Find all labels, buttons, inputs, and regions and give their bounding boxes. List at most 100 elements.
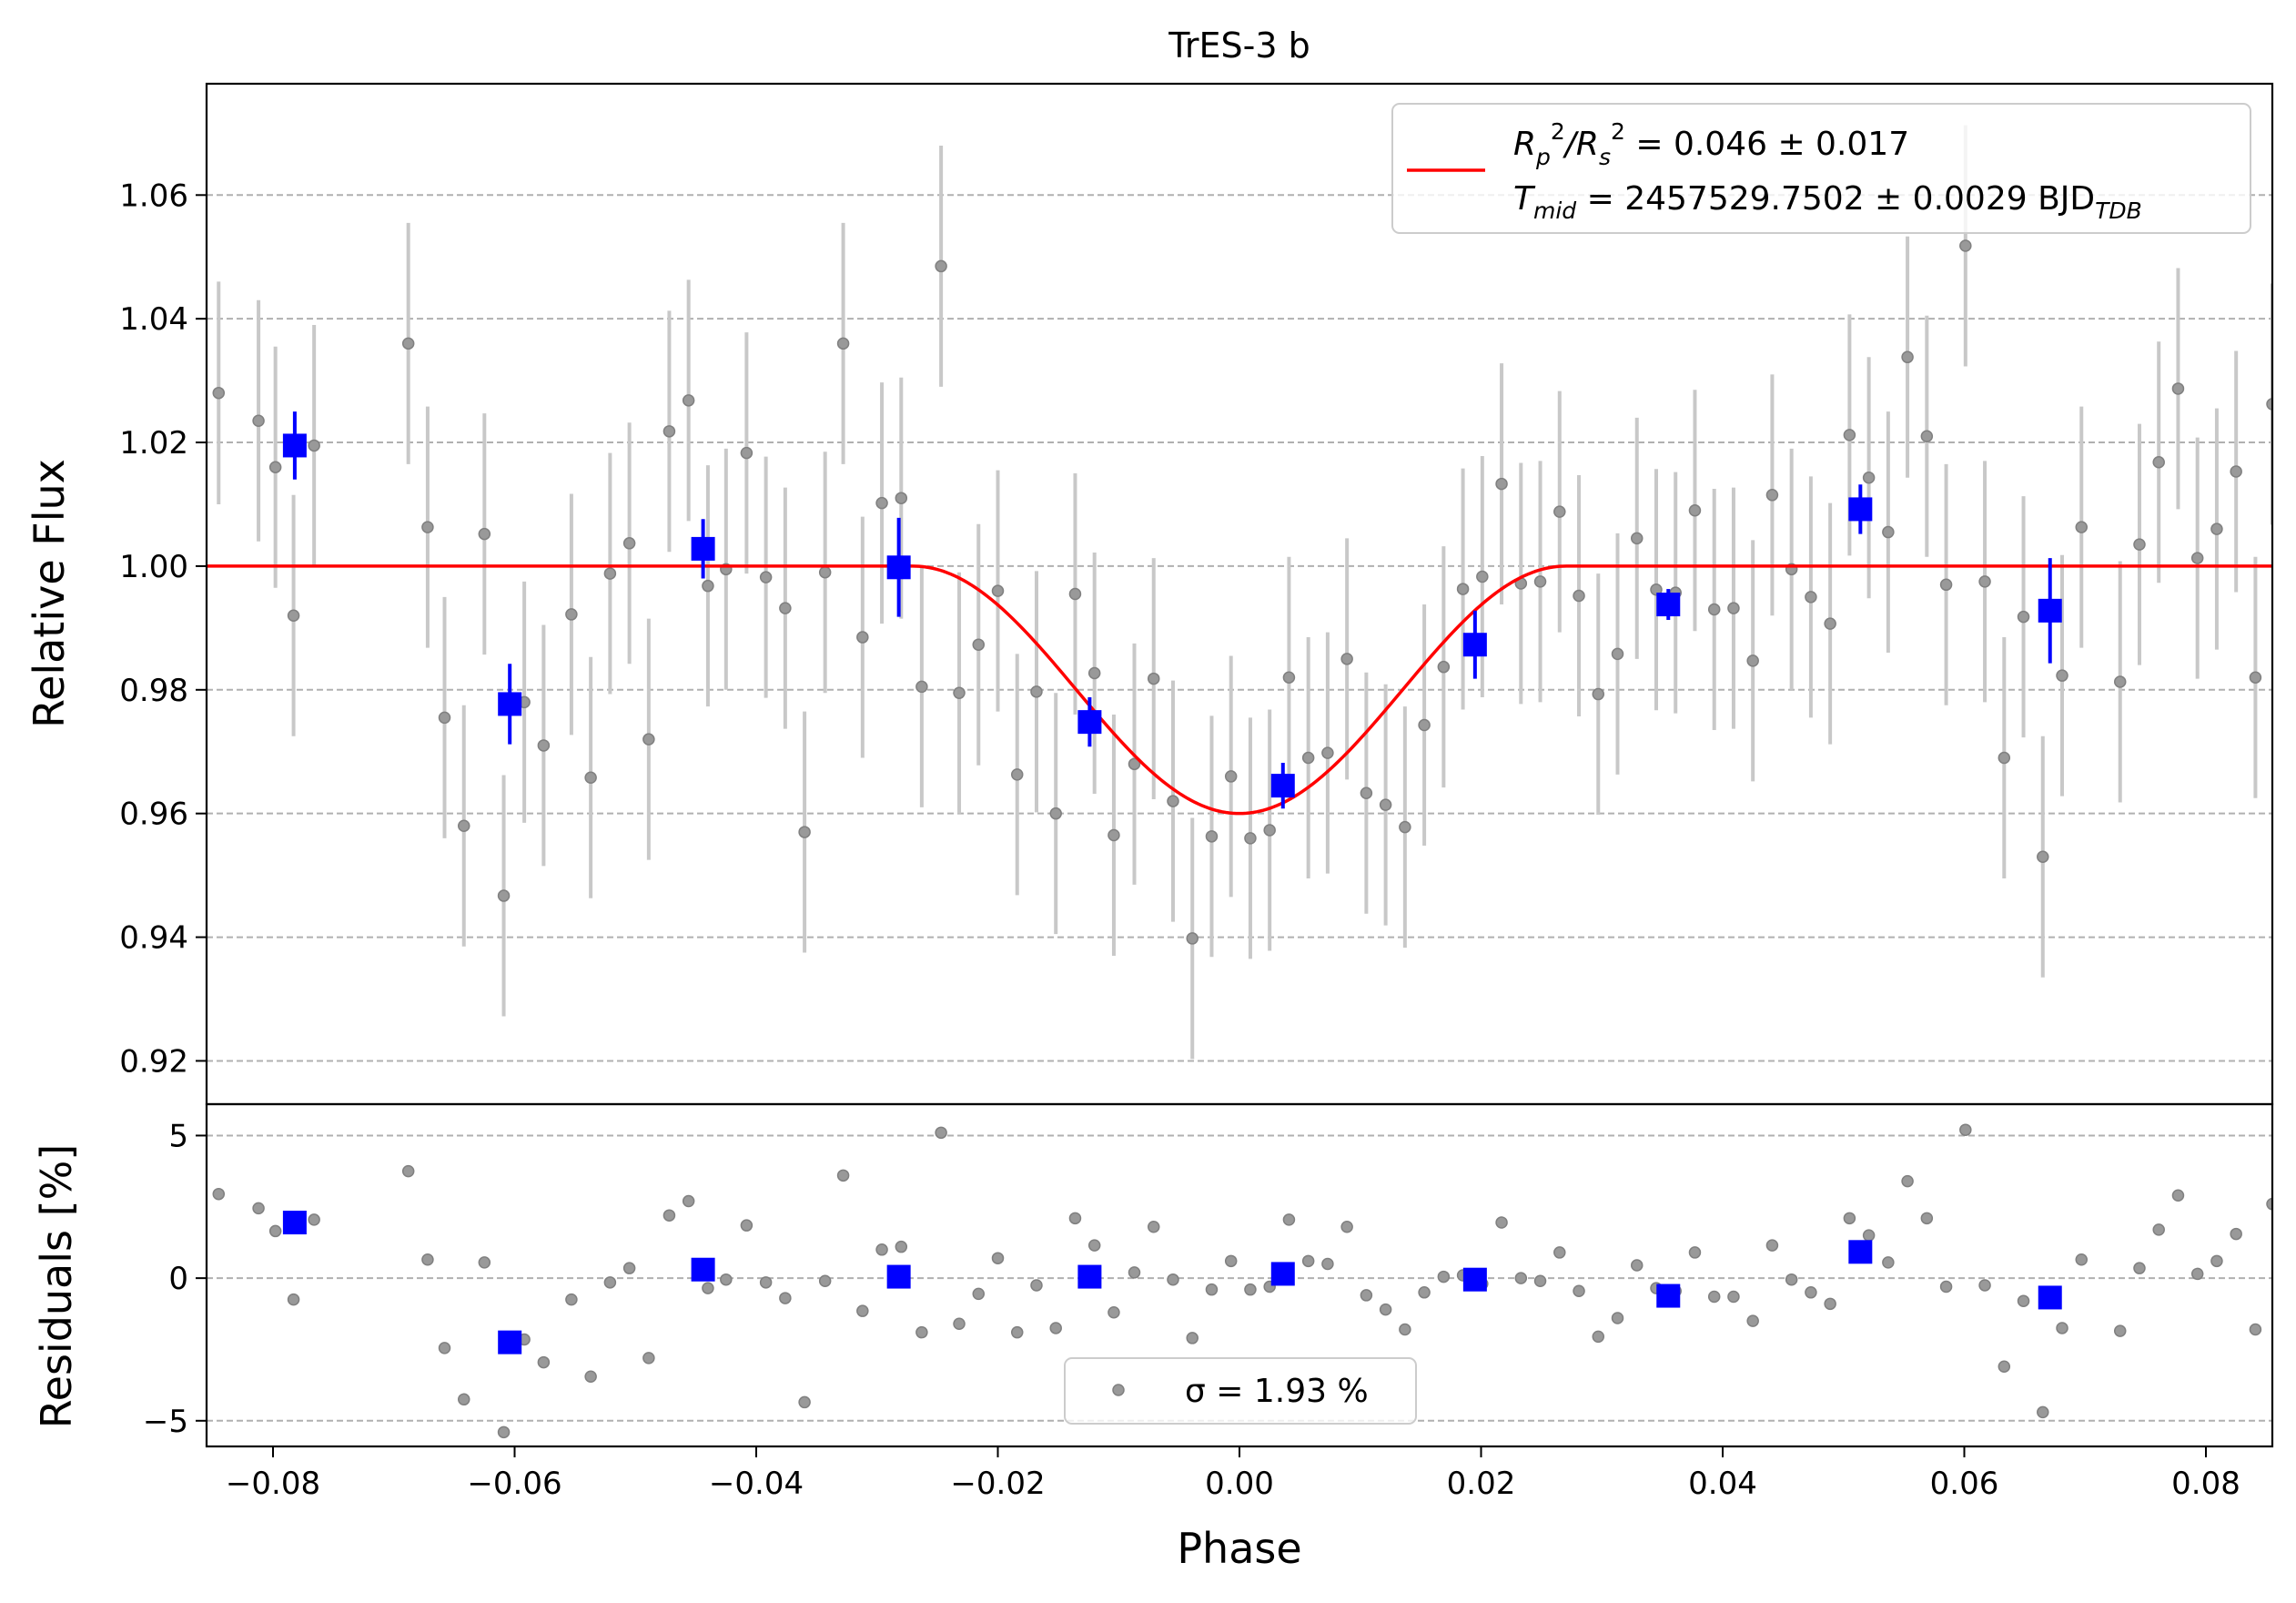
top-y-tick-label: 0.92 bbox=[119, 1043, 188, 1080]
raw-residual-point bbox=[1321, 1257, 1334, 1271]
raw-flux-point bbox=[1592, 687, 1605, 701]
raw-residual-point bbox=[1108, 1305, 1120, 1319]
raw-residual-point bbox=[212, 1187, 226, 1201]
x-tick-label: 0.04 bbox=[1688, 1466, 1757, 1502]
raw-flux-point bbox=[1476, 570, 1489, 583]
raw-flux-point bbox=[915, 680, 928, 694]
raw-residual-point bbox=[1379, 1303, 1392, 1316]
raw-flux-point bbox=[1049, 807, 1062, 820]
raw-residual-point bbox=[1147, 1220, 1160, 1233]
raw-flux-point bbox=[1437, 660, 1451, 674]
raw-residual-point bbox=[1939, 1280, 1953, 1294]
raw-residual-point bbox=[1592, 1330, 1605, 1344]
raw-residual-point bbox=[779, 1292, 792, 1304]
top-y-axis-label: Relative Flux bbox=[25, 459, 74, 728]
raw-flux-point bbox=[1167, 795, 1179, 807]
raw-residual-point bbox=[1244, 1283, 1257, 1296]
raw-flux-point bbox=[478, 527, 491, 541]
raw-residual-point bbox=[497, 1425, 511, 1439]
binned-residual-point bbox=[1077, 1264, 1102, 1289]
raw-flux-point bbox=[935, 259, 947, 273]
top-legend: Rp2/Rs2 = 0.046 ± 0.017 Tmid = 2457529.7… bbox=[1391, 103, 2251, 234]
x-tick-label: 0.00 bbox=[1205, 1466, 1274, 1502]
raw-flux-point bbox=[1688, 504, 1702, 517]
raw-residual-point bbox=[702, 1282, 714, 1294]
raw-residual-point bbox=[1765, 1239, 1779, 1252]
binned-residual-point bbox=[1462, 1267, 1487, 1292]
raw-residual-point bbox=[1495, 1216, 1508, 1229]
raw-residual-point bbox=[1978, 1279, 1991, 1292]
raw-residual-point bbox=[759, 1276, 773, 1289]
raw-residual-point bbox=[1049, 1322, 1062, 1334]
x-tick-label: −0.06 bbox=[467, 1466, 561, 1502]
raw-residual-point bbox=[2171, 1189, 2185, 1202]
raw-residual-point bbox=[720, 1273, 733, 1286]
raw-residual-point bbox=[1340, 1220, 1353, 1233]
raw-flux-point bbox=[1495, 477, 1508, 491]
binned-flux-point bbox=[1462, 633, 1487, 657]
raw-flux-point bbox=[622, 537, 636, 550]
raw-residual-point bbox=[537, 1355, 551, 1369]
raw-flux-point bbox=[2133, 538, 2146, 551]
raw-flux-point bbox=[759, 571, 773, 583]
chart-title: TrES-3 b bbox=[1168, 25, 1310, 66]
raw-residual-point bbox=[603, 1276, 617, 1289]
top-y-axis: 0.92 0.94 0.96 0.98 1.00 1.02 1.04 1.06 bbox=[119, 178, 207, 1080]
raw-flux-point bbox=[1087, 666, 1101, 680]
raw-residual-point bbox=[2075, 1253, 2089, 1266]
raw-residual-point bbox=[1805, 1286, 1817, 1299]
raw-flux-point bbox=[1805, 591, 1817, 604]
raw-flux-point bbox=[856, 631, 869, 644]
raw-residual-point bbox=[1746, 1314, 1759, 1327]
legend-depth-text: Rp2/Rs2 = 0.046 ± 0.017 bbox=[1513, 118, 1909, 170]
raw-residual-point bbox=[2152, 1223, 2165, 1236]
raw-flux-point bbox=[1456, 583, 1470, 595]
raw-flux-point bbox=[2171, 382, 2185, 395]
raw-flux-point bbox=[895, 492, 908, 504]
raw-flux-point bbox=[1282, 671, 1296, 684]
bottom-y-tick-label: 5 bbox=[168, 1118, 188, 1154]
raw-flux-point bbox=[2037, 850, 2049, 863]
raw-residual-point bbox=[836, 1169, 850, 1182]
raw-residual-point bbox=[2230, 1227, 2242, 1241]
raw-flux-point bbox=[2113, 675, 2127, 688]
raw-residual-point bbox=[622, 1262, 636, 1274]
raw-flux-point bbox=[565, 608, 578, 621]
raw-residual-point bbox=[1205, 1283, 1219, 1296]
x-tick-label: −0.04 bbox=[709, 1466, 804, 1502]
legend-tmid-text: Tmid = 2457529.7502 ± 0.0029 BJDTDB bbox=[1513, 180, 2142, 224]
raw-residual-point bbox=[2113, 1324, 2127, 1337]
binned-residual-point bbox=[886, 1264, 911, 1289]
raw-flux-point bbox=[1147, 672, 1160, 685]
raw-flux-point bbox=[1998, 751, 2011, 765]
raw-flux-point bbox=[2230, 465, 2242, 478]
raw-flux-point bbox=[2190, 552, 2204, 564]
raw-flux-point bbox=[1108, 828, 1120, 842]
top-panel-grid bbox=[207, 194, 2272, 1062]
raw-flux-point bbox=[1707, 603, 1721, 616]
raw-residual-point bbox=[1824, 1297, 1836, 1311]
raw-flux-point bbox=[1824, 617, 1836, 630]
raw-residual-point bbox=[682, 1194, 695, 1208]
raw-residual-point bbox=[1087, 1239, 1101, 1252]
raw-flux-point bbox=[1205, 830, 1219, 843]
raw-residual-point bbox=[2133, 1262, 2146, 1274]
raw-residual-point bbox=[308, 1213, 320, 1226]
raw-flux-point bbox=[740, 446, 754, 460]
raw-flux-point bbox=[2056, 669, 2068, 682]
raw-flux-point bbox=[953, 686, 966, 699]
raw-flux-point bbox=[1843, 429, 1856, 441]
raw-flux-point bbox=[1224, 770, 1238, 783]
raw-flux-point bbox=[1901, 350, 1914, 364]
raw-flux-point bbox=[1746, 654, 1759, 667]
raw-residual-point bbox=[1611, 1312, 1624, 1324]
binned-flux-point bbox=[1270, 774, 1295, 798]
raw-residual-point bbox=[1901, 1174, 1914, 1188]
top-y-tick-label: 1.02 bbox=[119, 425, 188, 462]
legend-sigma-text: σ = 1.93 % bbox=[1185, 1373, 1369, 1410]
raw-residual-point bbox=[1533, 1274, 1547, 1288]
raw-residual-point bbox=[421, 1253, 434, 1266]
legend-residual-marker bbox=[1112, 1384, 1125, 1396]
raw-flux-point bbox=[1010, 768, 1024, 781]
binned-residual-point bbox=[1270, 1262, 1295, 1286]
